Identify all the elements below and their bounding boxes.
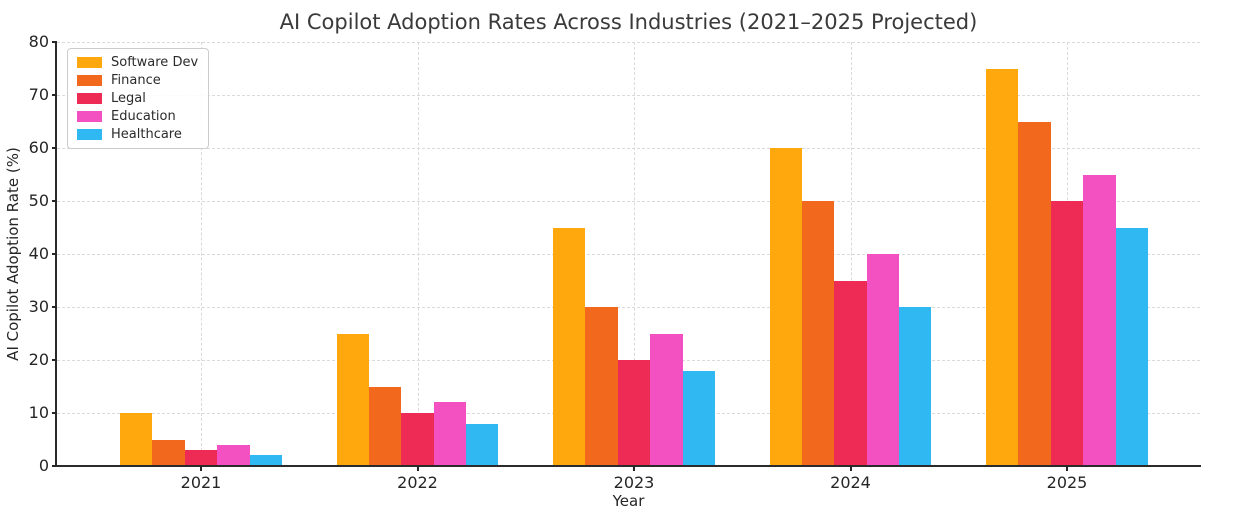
legend-swatch xyxy=(77,93,102,104)
bar xyxy=(769,148,802,466)
y-tick-mark xyxy=(52,359,57,361)
bar xyxy=(401,413,434,466)
y-tick-label: 80 xyxy=(28,32,49,51)
y-tick-mark xyxy=(52,412,57,414)
v-gridline xyxy=(417,42,419,466)
bar xyxy=(585,307,618,466)
x-tick-mark xyxy=(1066,466,1068,471)
x-tick-mark xyxy=(849,466,852,471)
h-gridline xyxy=(57,42,1200,43)
v-gridline xyxy=(850,42,852,466)
v-gridline xyxy=(634,42,635,466)
y-tick-label: 0 xyxy=(38,456,49,475)
y-tick-label: 40 xyxy=(28,244,49,263)
bar xyxy=(866,254,900,466)
x-axis-label: Year xyxy=(612,492,645,510)
bar xyxy=(682,370,715,466)
x-tick-mark xyxy=(633,466,635,471)
bar xyxy=(1018,121,1051,466)
h-gridline xyxy=(57,95,1200,96)
bar xyxy=(336,333,369,466)
legend: Software Dev Finance Legal Education Healthc… xyxy=(67,48,210,149)
y-tick-mark xyxy=(52,41,57,43)
bar xyxy=(152,439,185,466)
legend-item: Finance xyxy=(77,73,198,88)
h-gridline xyxy=(57,307,1200,308)
bar xyxy=(1083,174,1116,466)
legend-item: Healthcare xyxy=(77,127,198,142)
y-tick-label: 50 xyxy=(28,191,49,210)
bar xyxy=(834,280,867,466)
y-tick-mark xyxy=(52,200,57,202)
x-tick-label: 2023 xyxy=(613,473,655,492)
legend-swatch xyxy=(77,57,102,68)
bar xyxy=(120,413,153,466)
legend-item: Legal xyxy=(77,91,198,106)
legend-swatch xyxy=(77,129,102,140)
bar xyxy=(801,201,835,466)
bar xyxy=(1050,201,1084,466)
x-tick-label: 2024 xyxy=(830,473,871,492)
h-gridline xyxy=(57,254,1200,255)
x-tick-label: 2021 xyxy=(180,473,222,492)
legend-label: Education xyxy=(111,109,176,124)
y-tick-mark xyxy=(52,94,57,96)
bar xyxy=(184,450,218,466)
legend-label: Finance xyxy=(111,73,161,88)
x-tick-label: 2025 xyxy=(1046,473,1088,492)
v-gridline xyxy=(201,42,202,466)
y-tick-label: 20 xyxy=(28,350,49,369)
y-tick-label: 60 xyxy=(28,138,49,157)
y-tick-mark xyxy=(52,465,57,467)
bar xyxy=(433,402,467,466)
y-tick-label: 10 xyxy=(28,403,49,422)
bar xyxy=(899,307,932,466)
legend-item: Education xyxy=(77,109,198,124)
bar xyxy=(986,68,1019,466)
x-tick-mark xyxy=(416,466,419,471)
bar xyxy=(249,455,282,466)
legend-label: Healthcare xyxy=(111,127,182,142)
y-tick-mark xyxy=(52,253,57,255)
bar xyxy=(466,423,499,466)
bar xyxy=(617,360,651,466)
legend-item: Software Dev xyxy=(77,55,199,70)
legend-label: Legal xyxy=(111,91,146,106)
legend-swatch xyxy=(77,75,102,86)
bar xyxy=(368,386,402,466)
x-tick-mark xyxy=(200,466,202,471)
legend-swatch xyxy=(77,111,102,122)
y-tick-mark xyxy=(52,147,57,149)
bar xyxy=(217,444,250,466)
y-tick-mark xyxy=(52,306,57,308)
h-gridline xyxy=(57,148,1200,149)
y-tick-label: 30 xyxy=(28,297,49,316)
legend-label: Software Dev xyxy=(111,55,199,70)
bar xyxy=(650,333,683,466)
bar xyxy=(553,227,586,466)
h-gridline xyxy=(57,201,1200,202)
bar xyxy=(1115,227,1148,466)
chart-title: AI Copilot Adoption Rates Across Industr… xyxy=(279,10,978,34)
x-axis-spine xyxy=(55,465,1201,467)
x-tick-label: 2022 xyxy=(397,473,438,492)
y-tick-label: 70 xyxy=(28,85,49,104)
